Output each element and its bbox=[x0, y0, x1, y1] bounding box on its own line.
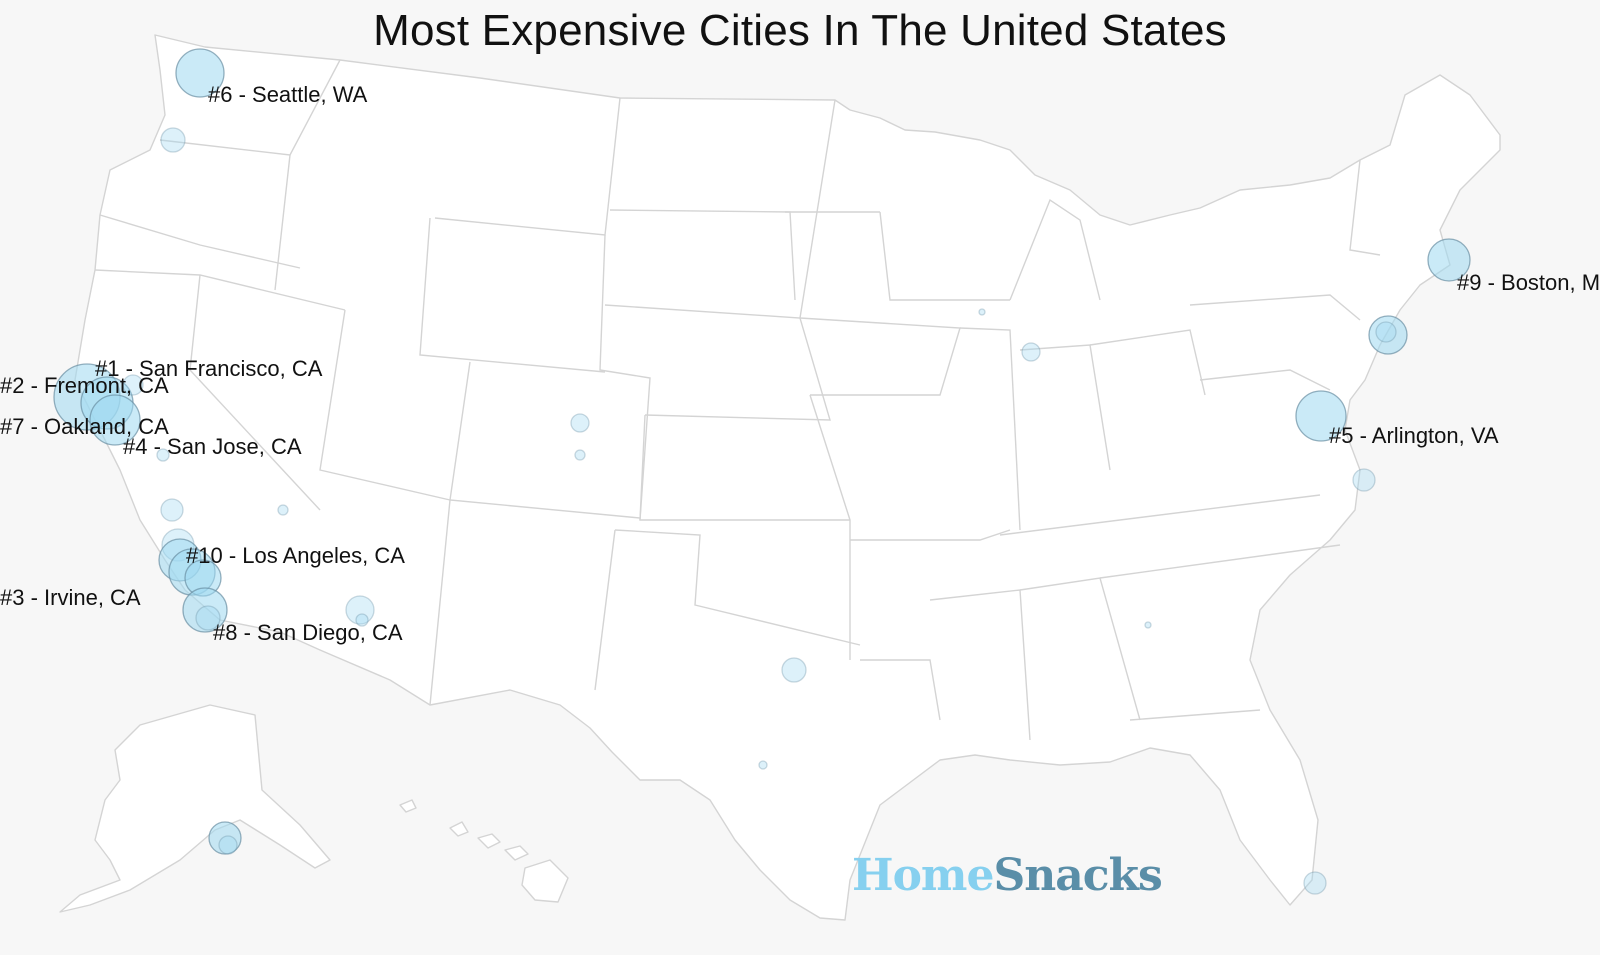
label-arlington: #5 - Arlington, VA bbox=[1329, 423, 1499, 448]
bubble-sacramento bbox=[122, 374, 144, 396]
bubble-small-1 bbox=[156, 448, 170, 462]
bubble-anchorage bbox=[208, 821, 242, 855]
bubble-boston bbox=[1427, 238, 1471, 282]
brand-part-home: Home bbox=[852, 850, 994, 901]
bubble-small-12 bbox=[218, 835, 238, 855]
hawaii-island-5 bbox=[399, 799, 417, 813]
bubble-small-9 bbox=[1144, 621, 1152, 629]
hawaii-island-3 bbox=[504, 845, 529, 861]
bubble-small-7 bbox=[758, 760, 768, 770]
bubble-portland bbox=[160, 127, 186, 153]
label-seattle: #6 - Seattle, WA bbox=[208, 82, 368, 107]
bubble-miami bbox=[1303, 871, 1327, 895]
label-san-diego: #8 - San Diego, CA bbox=[213, 620, 403, 645]
bubble-denver-2 bbox=[574, 449, 586, 461]
label-san-jose: #4 - San Jose, CA bbox=[123, 434, 302, 459]
hawaii-island-4 bbox=[521, 859, 569, 903]
states-layer bbox=[59, 34, 1501, 921]
hawaii-island-1 bbox=[449, 821, 469, 837]
map-title: Most Expensive Cities In The United Stat… bbox=[373, 6, 1227, 55]
bubble-small-11 bbox=[1352, 468, 1376, 492]
bubble-small-6 bbox=[355, 613, 369, 627]
bubble-small-2 bbox=[160, 498, 184, 522]
bubble-phoenix-area bbox=[345, 595, 375, 625]
label-irvine: #3 - Irvine, CA bbox=[0, 585, 141, 610]
label-los-angeles: #10 - Los Angeles, CA bbox=[186, 543, 405, 568]
bubble-seattle bbox=[175, 48, 225, 98]
bubble-arlington bbox=[1295, 390, 1347, 442]
label-boston: #9 - Boston, M bbox=[1457, 270, 1600, 295]
bubble-san-diego bbox=[182, 587, 228, 633]
bubble-new-york bbox=[1368, 315, 1408, 355]
homesnacks-logo: HomeSnacks bbox=[852, 850, 1163, 901]
alaska-shape bbox=[59, 704, 331, 913]
city-bubbles bbox=[53, 48, 1471, 895]
bubble-austin bbox=[781, 657, 807, 683]
label-fremont: #2 - Fremont, CA bbox=[0, 373, 169, 398]
brand-part-snacks: Snacks bbox=[993, 850, 1162, 901]
bubble-chicago bbox=[1021, 342, 1041, 362]
city-labels: #6 - Seattle, WA #1 - San Francisco, CA … bbox=[0, 82, 1600, 645]
hawaii-island-2 bbox=[477, 833, 501, 849]
bubble-denver-1 bbox=[570, 413, 590, 433]
bubble-small-3 bbox=[277, 504, 289, 516]
state-borders bbox=[94, 59, 1381, 741]
bubble-small-5 bbox=[195, 605, 221, 631]
bubble-small-10 bbox=[1375, 321, 1397, 343]
bubble-oakland bbox=[89, 394, 141, 446]
bubble-small-8 bbox=[978, 308, 986, 316]
label-oakland: #7 - Oakland, CA bbox=[0, 414, 169, 439]
label-san-francisco: #1 - San Francisco, CA bbox=[95, 356, 323, 381]
